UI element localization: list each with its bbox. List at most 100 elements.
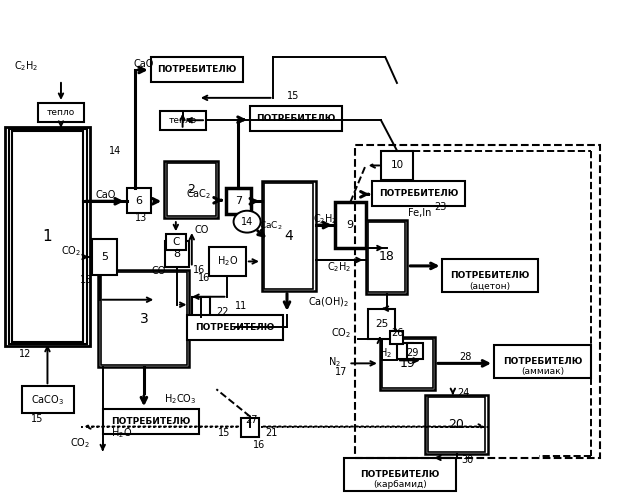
Text: 20: 20	[449, 418, 465, 431]
Text: 16: 16	[253, 440, 265, 450]
Text: ПОТРЕБИТЕЛЮ: ПОТРЕБИТЕЛЮ	[256, 114, 335, 122]
Bar	[264, 184, 313, 289]
Bar	[355, 144, 600, 458]
Bar	[428, 397, 486, 452]
Text: (карбамид): (карбамид)	[373, 480, 427, 489]
Text: 15: 15	[31, 414, 43, 424]
Text: 15: 15	[218, 428, 231, 438]
Text: 4: 4	[284, 229, 293, 243]
Text: ПОТРЕБИТЕЛЮ: ПОТРЕБИТЕЛЮ	[360, 470, 440, 479]
Bar	[151, 57, 242, 82]
Text: 25: 25	[375, 318, 388, 328]
Text: 12: 12	[19, 350, 31, 360]
Bar	[188, 314, 283, 340]
Text: 15: 15	[287, 91, 299, 101]
Text: 3: 3	[139, 312, 148, 326]
Bar	[104, 409, 199, 434]
Bar	[241, 418, 259, 437]
Text: 7: 7	[235, 196, 242, 206]
Text: 29: 29	[407, 348, 419, 358]
Bar	[494, 346, 591, 378]
Text: 17: 17	[335, 367, 347, 377]
Text: $\mathsf{CaCO_3}$: $\mathsf{CaCO_3}$	[31, 393, 64, 406]
Text: 13: 13	[135, 212, 147, 222]
Text: 28: 28	[459, 352, 471, 362]
Text: ПОТРЕБИТЕЛЮ: ПОТРЕБИТЕЛЮ	[379, 190, 458, 198]
Bar	[407, 343, 423, 359]
Bar	[38, 103, 85, 122]
Bar	[368, 222, 405, 292]
Text: ПОТРЕБИТЕЛЮ: ПОТРЕБИТЕЛЮ	[111, 417, 190, 426]
Text: C: C	[172, 237, 180, 247]
Text: $\mathsf{H_2CO_3}$: $\mathsf{H_2CO_3}$	[164, 392, 197, 406]
Text: CO: CO	[152, 266, 166, 276]
Text: $\mathsf{C_2H_2}$: $\mathsf{C_2H_2}$	[313, 212, 338, 226]
Text: $\mathsf{CO_2}$: $\mathsf{CO_2}$	[70, 436, 90, 450]
Bar	[382, 338, 433, 388]
Bar	[226, 188, 251, 214]
Bar	[166, 234, 186, 250]
Bar	[262, 182, 316, 291]
Text: 24: 24	[457, 388, 470, 398]
Text: ПОТРЕБИТЕЛЮ: ПОТРЕБИТЕЛЮ	[157, 65, 236, 74]
Bar	[12, 130, 83, 342]
Text: 26: 26	[391, 328, 404, 338]
Bar	[368, 308, 395, 338]
Text: CO: CO	[195, 225, 209, 235]
Text: ПОТРЕБИТЕЛЮ: ПОТРЕБИТЕЛЮ	[450, 272, 529, 280]
Bar	[101, 272, 187, 365]
Bar	[22, 386, 74, 413]
Text: CaO: CaO	[134, 59, 154, 69]
Text: $\mathsf{C_2H_2}$: $\mathsf{C_2H_2}$	[14, 59, 38, 73]
Text: 10: 10	[391, 160, 404, 170]
Text: Fe,In: Fe,In	[408, 208, 431, 218]
Bar	[160, 111, 206, 130]
Bar	[381, 150, 413, 180]
Bar	[389, 330, 403, 344]
Text: ПОТРЕБИТЕЛЮ: ПОТРЕБИТЕЛЮ	[195, 322, 275, 332]
Bar	[366, 220, 407, 294]
Text: 11: 11	[235, 300, 247, 310]
Text: $\mathsf{Ca(OH)_2}$: $\mathsf{Ca(OH)_2}$	[308, 296, 350, 309]
Bar	[126, 188, 151, 213]
Text: 16: 16	[193, 265, 205, 275]
Text: $\mathsf{CaC_2}$: $\mathsf{CaC_2}$	[186, 188, 212, 201]
Text: 22: 22	[217, 306, 229, 316]
Text: 23: 23	[434, 202, 446, 212]
Text: $\mathsf{H_2}$: $\mathsf{H_2}$	[379, 346, 392, 360]
Text: 6: 6	[136, 196, 143, 206]
Circle shape	[234, 210, 260, 233]
Text: тепло: тепло	[47, 108, 75, 117]
Text: $\mathsf{H_2O}$: $\mathsf{H_2O}$	[217, 254, 238, 268]
Bar	[5, 126, 91, 346]
Bar	[165, 241, 189, 267]
Text: 30: 30	[461, 456, 473, 466]
Bar	[9, 128, 87, 344]
Bar	[164, 161, 218, 218]
Text: 9: 9	[347, 220, 354, 230]
Text: тепло: тепло	[168, 116, 197, 124]
Text: (ацетон): (ацетон)	[469, 282, 510, 290]
Bar	[209, 246, 246, 276]
Bar	[335, 202, 366, 248]
Bar	[397, 343, 413, 359]
Text: 5: 5	[101, 252, 108, 262]
Bar	[425, 395, 488, 454]
Text: 1: 1	[43, 229, 52, 244]
Text: 19: 19	[400, 357, 415, 370]
Text: 8: 8	[173, 249, 181, 259]
Bar	[249, 106, 342, 130]
Text: (аммиак): (аммиак)	[521, 368, 564, 376]
Bar	[167, 163, 216, 216]
Text: $\mathsf{CaC_2}$: $\mathsf{CaC_2}$	[259, 220, 283, 232]
Text: $\mathsf{C_2H_2}$: $\mathsf{C_2H_2}$	[327, 260, 352, 274]
Text: $\mathsf{H_2O}$: $\mathsf{H_2O}$	[110, 426, 132, 440]
Bar	[442, 260, 537, 292]
Text: $\mathsf{N_2}$: $\mathsf{N_2}$	[328, 355, 341, 369]
Text: 27: 27	[246, 415, 259, 425]
Text: 14: 14	[241, 216, 253, 226]
Text: CaO: CaO	[96, 190, 116, 200]
Bar	[344, 458, 456, 491]
Text: $\mathsf{CO_2}$: $\mathsf{CO_2}$	[331, 326, 352, 340]
Text: ПОТРЕБИТЕЛЮ: ПОТРЕБИТЕЛЮ	[503, 358, 582, 366]
